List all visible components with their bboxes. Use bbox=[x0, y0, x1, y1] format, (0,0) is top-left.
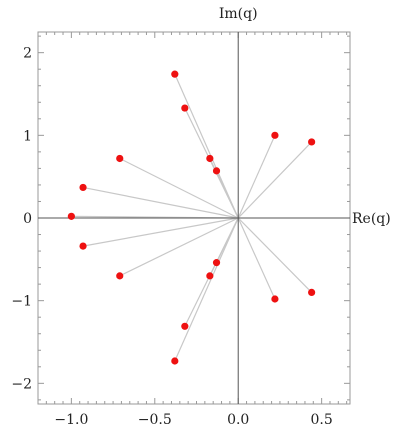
x-axis-label: Re(q) bbox=[352, 211, 391, 227]
x-tick-label: −0.5 bbox=[138, 412, 172, 428]
data-point bbox=[171, 70, 179, 78]
ray-line bbox=[184, 217, 239, 327]
y-tick-label: 0 bbox=[23, 211, 32, 227]
data-point bbox=[116, 272, 124, 280]
data-points bbox=[67, 70, 316, 365]
data-point bbox=[79, 242, 87, 250]
y-tick-label: 1 bbox=[23, 128, 32, 144]
ray-line bbox=[82, 186, 239, 219]
ray-line bbox=[237, 141, 313, 219]
y-tick-label: −1 bbox=[11, 294, 32, 310]
data-point bbox=[271, 295, 279, 303]
tick-labels: −1.0 −0.5 0.0 0.5 −2 −1 0 1 2 bbox=[11, 46, 332, 428]
ray-line bbox=[237, 217, 276, 300]
data-point bbox=[212, 167, 221, 175]
ray-line bbox=[237, 135, 276, 219]
data-point bbox=[79, 183, 87, 192]
y-axis-label: Im(q) bbox=[219, 6, 258, 22]
data-point bbox=[308, 288, 316, 296]
y-tick-label: −2 bbox=[11, 376, 32, 392]
data-point bbox=[206, 154, 214, 163]
data-point bbox=[116, 154, 124, 163]
data-point bbox=[206, 272, 214, 280]
data-point bbox=[181, 104, 189, 112]
x-tick-label: 0.0 bbox=[227, 412, 249, 428]
data-point bbox=[181, 322, 189, 330]
x-tick-label: 0.5 bbox=[311, 412, 333, 428]
data-point bbox=[308, 138, 316, 146]
axes bbox=[38, 32, 350, 404]
ray-line bbox=[215, 170, 239, 219]
data-point bbox=[212, 259, 221, 267]
ray-line bbox=[119, 157, 239, 219]
data-point bbox=[271, 131, 279, 139]
rays bbox=[71, 73, 313, 362]
data-point bbox=[171, 357, 179, 365]
ray-line bbox=[237, 217, 313, 293]
x-tick-label: −1.0 bbox=[54, 412, 88, 428]
ray-line bbox=[82, 217, 239, 247]
data-point bbox=[67, 212, 75, 220]
ray-line bbox=[174, 217, 239, 362]
ray-line bbox=[119, 217, 239, 277]
y-tick-label: 2 bbox=[23, 46, 32, 62]
